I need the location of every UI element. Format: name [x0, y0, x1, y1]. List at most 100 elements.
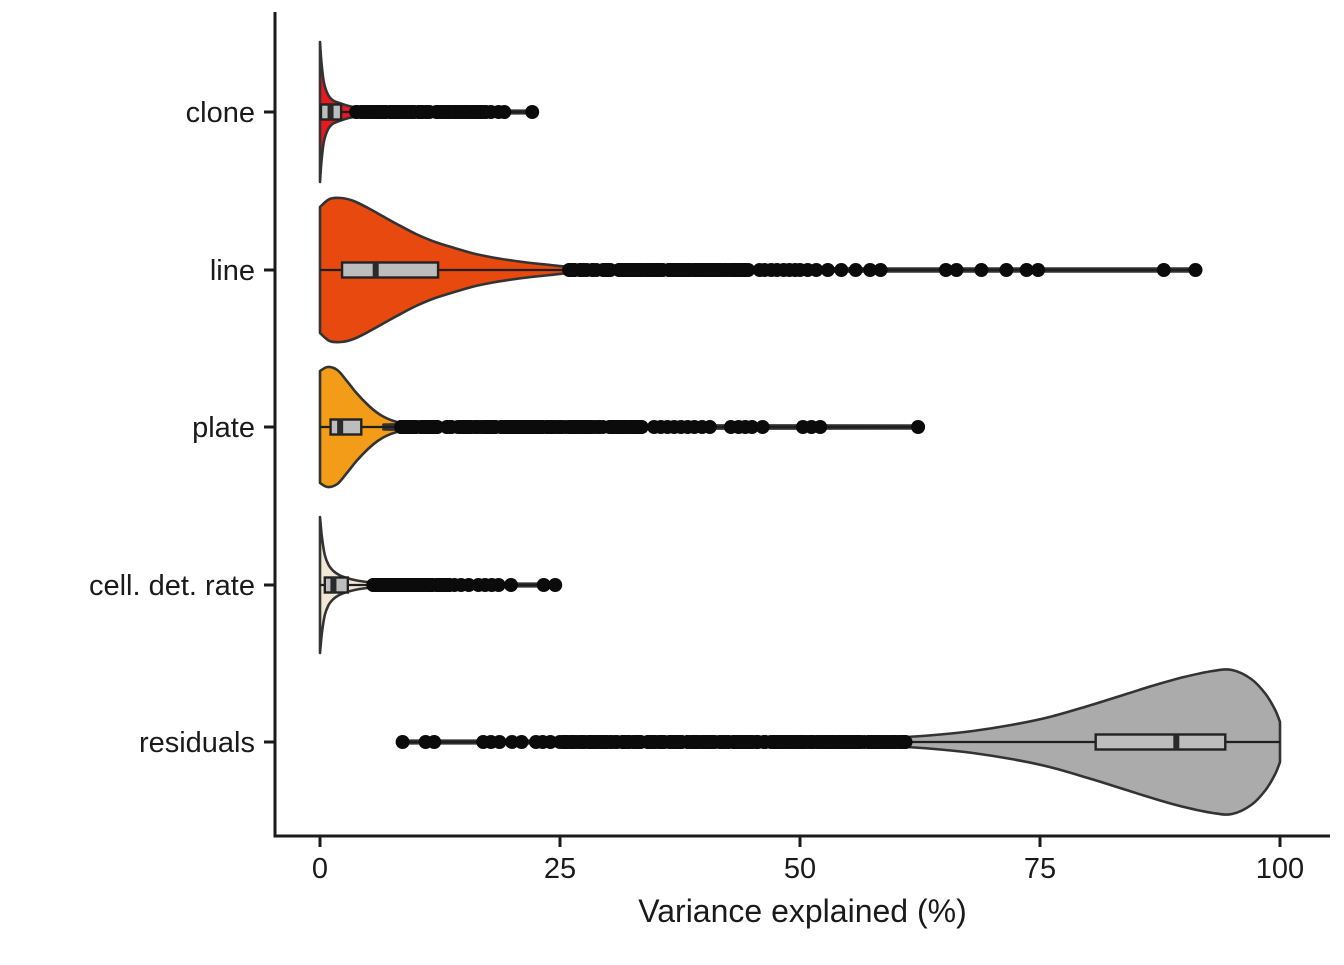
- data-point: [421, 105, 436, 119]
- data-point: [666, 735, 681, 749]
- data-point: [491, 578, 506, 592]
- data-point: [624, 263, 639, 277]
- data-point: [679, 263, 694, 277]
- data-point: [565, 420, 580, 434]
- x-axis-title: Variance explained (%): [638, 893, 966, 929]
- data-point: [949, 263, 964, 277]
- points-plate: [394, 420, 926, 434]
- box-line: [340, 261, 440, 279]
- data-point: [847, 735, 862, 749]
- x-tick-label: 75: [1024, 853, 1056, 885]
- data-point: [771, 735, 786, 749]
- category-label-residuals: residuals: [139, 727, 255, 759]
- data-point: [548, 578, 563, 592]
- data-point: [467, 420, 482, 434]
- data-point: [1188, 263, 1203, 277]
- data-point: [601, 263, 616, 277]
- data-point: [579, 420, 594, 434]
- data-point: [745, 420, 759, 434]
- data-point: [834, 263, 849, 277]
- points-line: [562, 263, 1203, 277]
- data-point: [528, 420, 543, 434]
- data-point: [509, 420, 524, 434]
- data-point: [525, 105, 540, 119]
- data-point: [653, 735, 668, 749]
- data-point: [1156, 263, 1171, 277]
- row-cell-det-rate: [318, 515, 563, 655]
- data-point: [863, 263, 878, 277]
- data-point: [641, 735, 656, 749]
- data-point: [422, 420, 437, 434]
- median-plate: [337, 419, 344, 435]
- data-point: [702, 420, 717, 434]
- data-point: [653, 263, 668, 277]
- data-point: [870, 735, 885, 749]
- data-point: [497, 105, 512, 119]
- data-point: [440, 420, 454, 434]
- row-line: [318, 196, 1203, 344]
- row-residuals: [395, 668, 1282, 816]
- data-point: [630, 735, 645, 749]
- data-point: [733, 735, 748, 749]
- category-label-line: line: [210, 255, 255, 287]
- points-residuals: [395, 735, 913, 749]
- data-point: [974, 263, 989, 277]
- category-label-cell-det-rate: cell. det. rate: [89, 570, 255, 602]
- data-point: [616, 735, 631, 749]
- data-point: [888, 735, 903, 749]
- box-residuals: [1094, 733, 1227, 751]
- data-point: [353, 105, 368, 119]
- data-point: [813, 420, 828, 434]
- category-label-plate: plate: [192, 412, 255, 444]
- box-plate: [329, 418, 363, 436]
- data-point: [1019, 263, 1034, 277]
- data-point: [410, 578, 425, 592]
- data-point: [427, 735, 442, 749]
- data-point: [709, 263, 724, 277]
- data-point: [371, 105, 386, 119]
- data-point: [607, 420, 622, 434]
- data-point: [374, 578, 389, 592]
- data-point: [493, 420, 508, 434]
- data-point: [461, 578, 476, 592]
- data-point: [911, 420, 926, 434]
- data-point: [999, 263, 1014, 277]
- data-point: [492, 735, 507, 749]
- data-point: [505, 735, 519, 749]
- data-point: [504, 578, 518, 592]
- data-point: [421, 578, 436, 592]
- data-point: [536, 578, 551, 592]
- x-tick-label: 100: [1256, 853, 1304, 885]
- x-tick-label: 25: [544, 853, 576, 885]
- row-clone: [318, 40, 540, 184]
- data-point: [391, 105, 406, 119]
- data-point: [483, 420, 498, 434]
- data-point: [823, 735, 838, 749]
- data-point: [755, 420, 770, 434]
- data-point: [514, 735, 529, 749]
- data-point: [741, 263, 756, 277]
- data-point: [1031, 263, 1046, 277]
- data-point: [790, 735, 805, 749]
- data-point: [873, 263, 888, 277]
- data-point: [938, 263, 953, 277]
- category-label-clone: clone: [186, 97, 255, 129]
- data-point: [395, 735, 410, 749]
- data-point: [745, 735, 759, 749]
- points-cell-det-rate: [366, 578, 563, 592]
- data-point: [848, 263, 863, 277]
- data-point: [563, 263, 578, 277]
- median-line: [372, 262, 379, 278]
- data-point: [543, 735, 558, 749]
- data-point: [401, 420, 416, 434]
- data-point: [592, 420, 606, 434]
- data-point: [441, 105, 455, 119]
- data-point: [574, 735, 589, 749]
- data-point: [698, 735, 713, 749]
- data-point: [756, 735, 771, 749]
- median-residuals: [1173, 734, 1180, 750]
- data-point: [589, 263, 604, 277]
